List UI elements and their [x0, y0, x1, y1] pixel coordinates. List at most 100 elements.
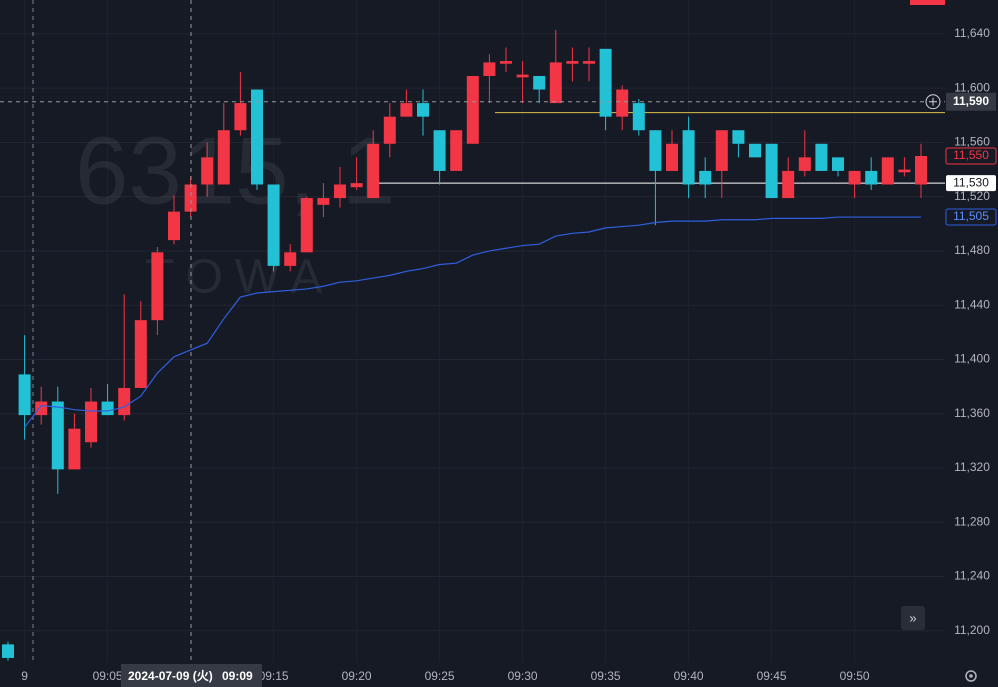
candle-body [317, 198, 330, 205]
candle-body [898, 169, 911, 173]
candle-body [417, 103, 429, 117]
crosshair-time: 09:09 [222, 669, 253, 683]
candle-body [184, 184, 197, 212]
x-tick-label: 09:45 [757, 669, 787, 683]
candle-body [815, 143, 828, 171]
watermark-subtitle: TOWA [145, 251, 334, 304]
y-tick-label: 11,400 [954, 352, 990, 366]
candle-body [2, 644, 14, 658]
scroll-button[interactable] [901, 606, 925, 630]
y-tick-label: 11,200 [954, 623, 990, 637]
y-tick-label: 11,360 [954, 406, 990, 420]
last-price-label: 11,550 [953, 148, 989, 162]
y-tick-label: 11,440 [954, 297, 990, 311]
crosshair-time-box [121, 664, 262, 687]
candle-body [85, 401, 97, 443]
candle-body [632, 103, 645, 131]
candle-body [765, 143, 778, 199]
candle-body [599, 48, 612, 117]
crosshair-date: 2024-07-09 (火) [128, 669, 213, 683]
x-tick-label: 09:20 [342, 669, 372, 683]
y-tick-label: 11,520 [954, 189, 990, 203]
candle-body [699, 170, 712, 185]
watermark: 6315, 1 [75, 117, 395, 224]
x-tick-label: 09:25 [425, 669, 455, 683]
grid [0, 33, 945, 632]
x-tick-label: 09:35 [591, 669, 621, 683]
crosshair-price-label: 11,590 [953, 94, 989, 108]
candle-body [666, 143, 678, 171]
settings-icon-dot [969, 674, 973, 678]
x-tick-label: 09:40 [674, 669, 704, 683]
x-tick-label: 09:30 [508, 669, 538, 683]
crosshair-price-box [946, 92, 996, 111]
candle-body [616, 89, 629, 117]
plot [2, 29, 945, 661]
last-price-tag [945, 147, 997, 165]
candle-body [383, 116, 396, 144]
candle-body [715, 130, 728, 171]
candle-body [101, 401, 114, 416]
candle-body [832, 157, 844, 171]
candle-body [749, 143, 761, 158]
y-tick-label: 11,640 [954, 26, 990, 40]
x-tick-label: 09:15 [259, 669, 289, 683]
candle-body [217, 130, 230, 185]
candle-body [732, 130, 745, 144]
candle-body [881, 157, 894, 185]
candle-body [18, 374, 31, 416]
candle-body [583, 61, 595, 64]
candle-body [201, 157, 214, 185]
candle-body [168, 211, 180, 241]
candle-body [300, 198, 313, 253]
candle-body [848, 170, 861, 185]
scroll-icon: » [909, 610, 916, 625]
add-alert-icon [929, 97, 937, 106]
candle-body [649, 130, 662, 171]
candle-body [798, 157, 811, 171]
y-tick-label: 11,480 [954, 243, 990, 257]
candle-body [267, 184, 280, 266]
candle-body [35, 401, 48, 416]
candle-body [682, 130, 695, 185]
candle-body [533, 75, 546, 90]
y-tick-label: 11,240 [954, 569, 990, 583]
y-tick-label: 11,320 [954, 460, 990, 474]
candle-body [151, 252, 164, 321]
vwap-tag-label: 11,505 [953, 209, 989, 223]
candle-body [466, 75, 479, 144]
candle-body [334, 184, 346, 199]
y-tick-label: 11,600 [954, 80, 990, 94]
y-tick-label: 11,280 [954, 514, 990, 528]
price-line-label: 11,530 [953, 175, 989, 189]
candle-body [516, 74, 529, 78]
candle-body [915, 156, 927, 185]
candle-body [433, 130, 446, 171]
alert-tag [910, 0, 945, 5]
candle-body [251, 89, 263, 185]
candle-body [782, 170, 795, 199]
price-line-tag [946, 175, 996, 192]
candle-body [549, 62, 562, 104]
x-tick-label: 09:50 [840, 669, 870, 683]
candle-body [134, 320, 147, 388]
candle-body [284, 252, 297, 266]
candle-body [68, 428, 81, 470]
x-tick-label: 09:05 [93, 669, 123, 683]
candle-body [400, 103, 413, 117]
vwap-line [24, 216, 921, 428]
candle-body [483, 62, 496, 76]
candle-body [51, 401, 64, 470]
settings-icon[interactable] [965, 670, 977, 682]
candle-body [367, 143, 380, 199]
candle-body [865, 170, 878, 185]
x-tick-label: 9 [21, 669, 28, 683]
candle-body [566, 61, 579, 64]
candle-body [500, 61, 512, 64]
candle-body [118, 387, 131, 416]
candle-body [234, 103, 247, 131]
candle-body [450, 130, 463, 171]
y-tick-label: 11,560 [954, 135, 990, 149]
